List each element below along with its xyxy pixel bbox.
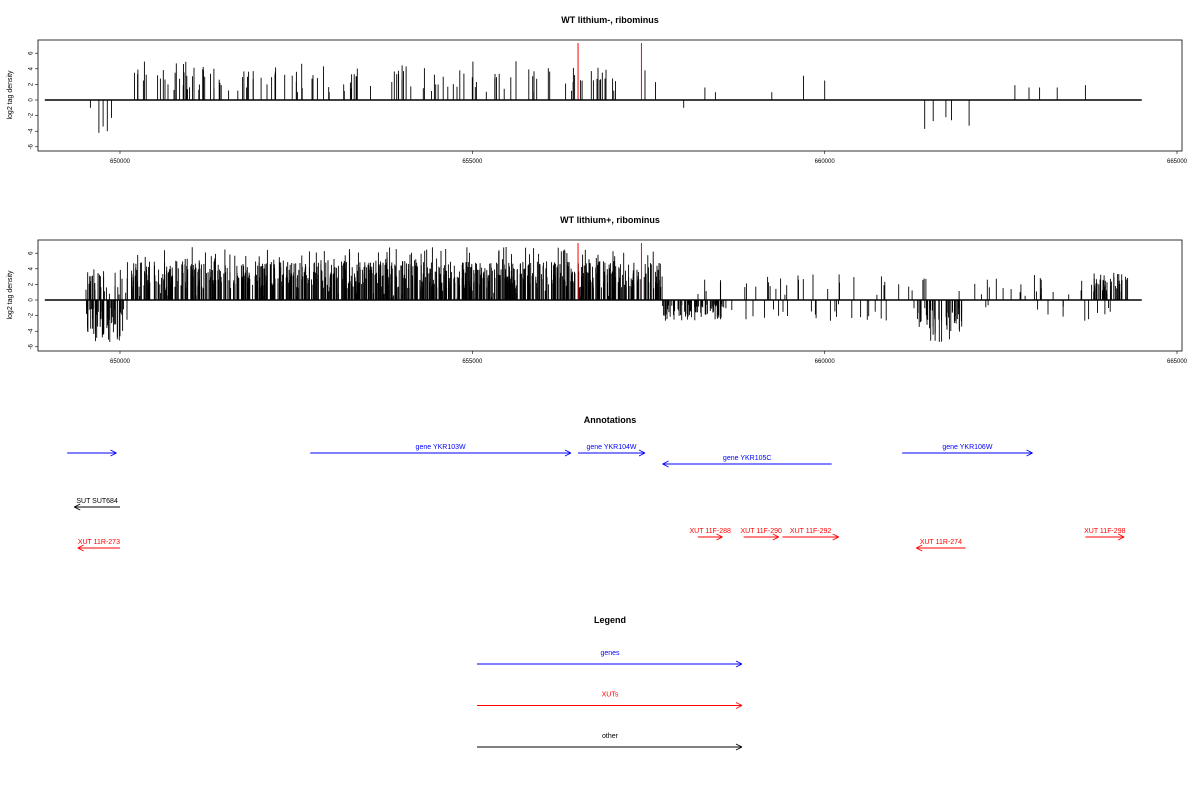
bars	[44, 43, 1142, 133]
axes: -6 -4 -2 0 2 4 6 650000 655000 660000 665000	[29, 51, 1188, 165]
legend-title: Legend	[594, 615, 626, 625]
feature-label: XUT 11F-292	[790, 528, 831, 535]
panel-title: WT lithium+, ribominus	[560, 215, 660, 225]
panel-title: WT lithium-, ribominus	[561, 15, 659, 25]
gene-arrow: gene YKR103W	[310, 444, 572, 457]
y-tick-label: 2	[29, 82, 35, 86]
legend-arrow: XUTs	[477, 692, 743, 709]
feature-label: gene YKR104W	[586, 444, 636, 451]
y-tick-label: -2	[29, 312, 35, 318]
xut-arrow: XUT 11F-290	[741, 528, 782, 541]
y-tick-label: 4	[29, 66, 35, 70]
legend-label: genes	[600, 650, 620, 657]
feature-label: SUT SUT684	[76, 498, 118, 505]
feature-label: gene YKR105C	[723, 455, 772, 462]
y-tick-label: -4	[29, 128, 35, 134]
feature-label: XUT 11F-290	[741, 528, 782, 535]
xut-arrow: XUT 11F-288	[690, 528, 731, 541]
axes: -6 -4 -2 0 2 4 6 650000 655000 660000 665000	[29, 251, 1188, 365]
legend-label: other	[602, 733, 619, 740]
feature-label: gene YKR106W	[942, 444, 992, 451]
gene-arrow	[67, 449, 117, 457]
feature-label: XUT 11F-298	[1084, 528, 1125, 535]
y-tick-label: 2	[29, 282, 35, 286]
y-tick-label: 6	[29, 251, 35, 255]
xut-arrow: XUT 11F-298	[1084, 528, 1126, 541]
y-tick-label: 4	[29, 266, 35, 270]
annotations-title: Annotations	[584, 415, 637, 425]
feature-label: gene YKR103W	[416, 444, 466, 451]
gene-arrow: gene YKR105C	[662, 455, 832, 468]
feature-label: XUT 11F-288	[690, 528, 731, 535]
other-arrow: SUT SUT684	[73, 498, 120, 511]
legend-arrow: genes	[477, 650, 743, 668]
plot-frame	[37, 39, 1183, 152]
xut-arrow: XUT 11F-292	[782, 528, 839, 541]
annotation-features: gene YKR103W gene YKR104W gene YKR105C gene…	[67, 444, 1126, 552]
annotations-track: Annotations gene YKR103W gene YKR104Wgene…	[67, 415, 1126, 552]
panel-lithium-minus: WT lithium-, ribominus log2 tag density …	[7, 15, 1188, 165]
y-tick-label: 0	[29, 298, 35, 302]
x-tick-label: 655000	[462, 359, 483, 365]
legend-label: XUTs	[602, 692, 619, 699]
y-axis-label: log2 tag density	[7, 270, 14, 320]
y-tick-label: -6	[29, 343, 35, 349]
y-tick-label: 0	[29, 98, 35, 102]
bars	[44, 243, 1142, 342]
plot-frame	[37, 239, 1183, 352]
x-tick-label: 665000	[1167, 359, 1188, 365]
x-tick-label: 660000	[815, 359, 836, 365]
legend-items: genes XUTs other	[477, 650, 743, 751]
y-axis-label: log2 tag density	[7, 70, 14, 120]
feature-label: XUT 11R-274	[920, 539, 962, 546]
x-tick-label: 650000	[110, 159, 131, 165]
y-tick-label: -2	[29, 112, 35, 118]
legend-arrow: other	[477, 733, 743, 751]
x-tick-label: 655000	[462, 159, 483, 165]
feature-label: XUT 11R-273	[78, 539, 120, 546]
y-tick-label: 6	[29, 51, 35, 55]
y-tick-label: -4	[29, 328, 35, 334]
x-tick-label: 650000	[110, 359, 131, 365]
xut-arrow: XUT 11R-273	[77, 539, 120, 552]
xut-arrow: XUT 11R-274	[916, 539, 966, 552]
y-tick-label: -6	[29, 143, 35, 149]
x-tick-label: 660000	[815, 159, 836, 165]
x-tick-label: 665000	[1167, 159, 1188, 165]
panel-lithium-plus: WT lithium+, ribominus log2 tag density …	[7, 215, 1188, 365]
legend: Legend genes XUTs other	[477, 615, 743, 751]
gene-arrow: gene YKR106W	[902, 444, 1033, 457]
gene-arrow: gene YKR104W	[578, 444, 646, 457]
